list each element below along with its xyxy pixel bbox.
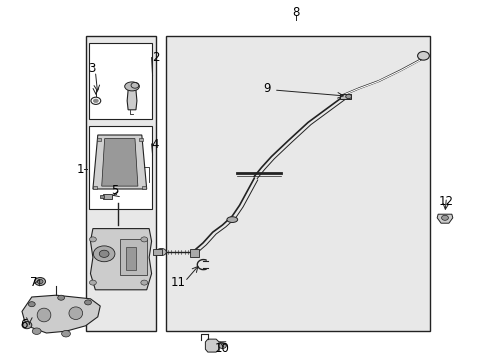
Text: 12: 12	[438, 195, 453, 208]
Polygon shape	[93, 135, 146, 189]
Bar	[85, 36, 156, 331]
Circle shape	[218, 343, 226, 348]
Circle shape	[441, 215, 447, 220]
Bar	[339, 94, 350, 99]
Polygon shape	[436, 214, 452, 223]
Bar	[89, 43, 152, 119]
Bar	[125, 247, 136, 270]
Text: 3: 3	[87, 62, 95, 75]
Bar	[100, 195, 103, 198]
Circle shape	[84, 300, 91, 305]
Bar	[153, 249, 162, 255]
Ellipse shape	[37, 308, 51, 322]
Text: 4: 4	[151, 138, 159, 150]
Text: 2: 2	[151, 51, 159, 64]
Text: 5: 5	[110, 184, 118, 197]
Circle shape	[99, 250, 109, 257]
Circle shape	[141, 280, 147, 285]
Circle shape	[35, 278, 45, 285]
Polygon shape	[90, 229, 151, 290]
Bar	[89, 126, 152, 209]
Circle shape	[28, 302, 35, 307]
Text: 11: 11	[171, 276, 185, 289]
Bar	[139, 138, 142, 141]
Text: 7: 7	[29, 276, 37, 289]
Ellipse shape	[226, 217, 237, 222]
Bar	[142, 186, 146, 189]
Bar	[120, 239, 146, 275]
Circle shape	[32, 328, 41, 334]
Text: 8: 8	[291, 6, 299, 19]
Polygon shape	[102, 139, 138, 186]
Circle shape	[93, 246, 115, 262]
Circle shape	[156, 248, 166, 256]
Circle shape	[22, 321, 32, 329]
Circle shape	[89, 237, 96, 242]
Bar	[102, 194, 112, 199]
Polygon shape	[127, 90, 137, 110]
Polygon shape	[22, 295, 100, 333]
Ellipse shape	[124, 82, 139, 91]
Text: 9: 9	[262, 82, 270, 95]
Text: 10: 10	[215, 342, 229, 355]
Circle shape	[58, 295, 64, 300]
Bar	[166, 36, 429, 331]
Circle shape	[141, 237, 147, 242]
Circle shape	[417, 51, 428, 60]
Circle shape	[61, 330, 70, 337]
Bar	[93, 186, 97, 189]
Text: 6: 6	[20, 318, 27, 330]
Bar	[97, 138, 101, 141]
Polygon shape	[205, 339, 219, 352]
Circle shape	[37, 279, 43, 284]
Text: 1: 1	[77, 163, 84, 176]
Circle shape	[345, 94, 351, 99]
Bar	[189, 249, 198, 257]
Ellipse shape	[69, 307, 82, 320]
Circle shape	[89, 280, 96, 285]
Circle shape	[93, 99, 98, 103]
